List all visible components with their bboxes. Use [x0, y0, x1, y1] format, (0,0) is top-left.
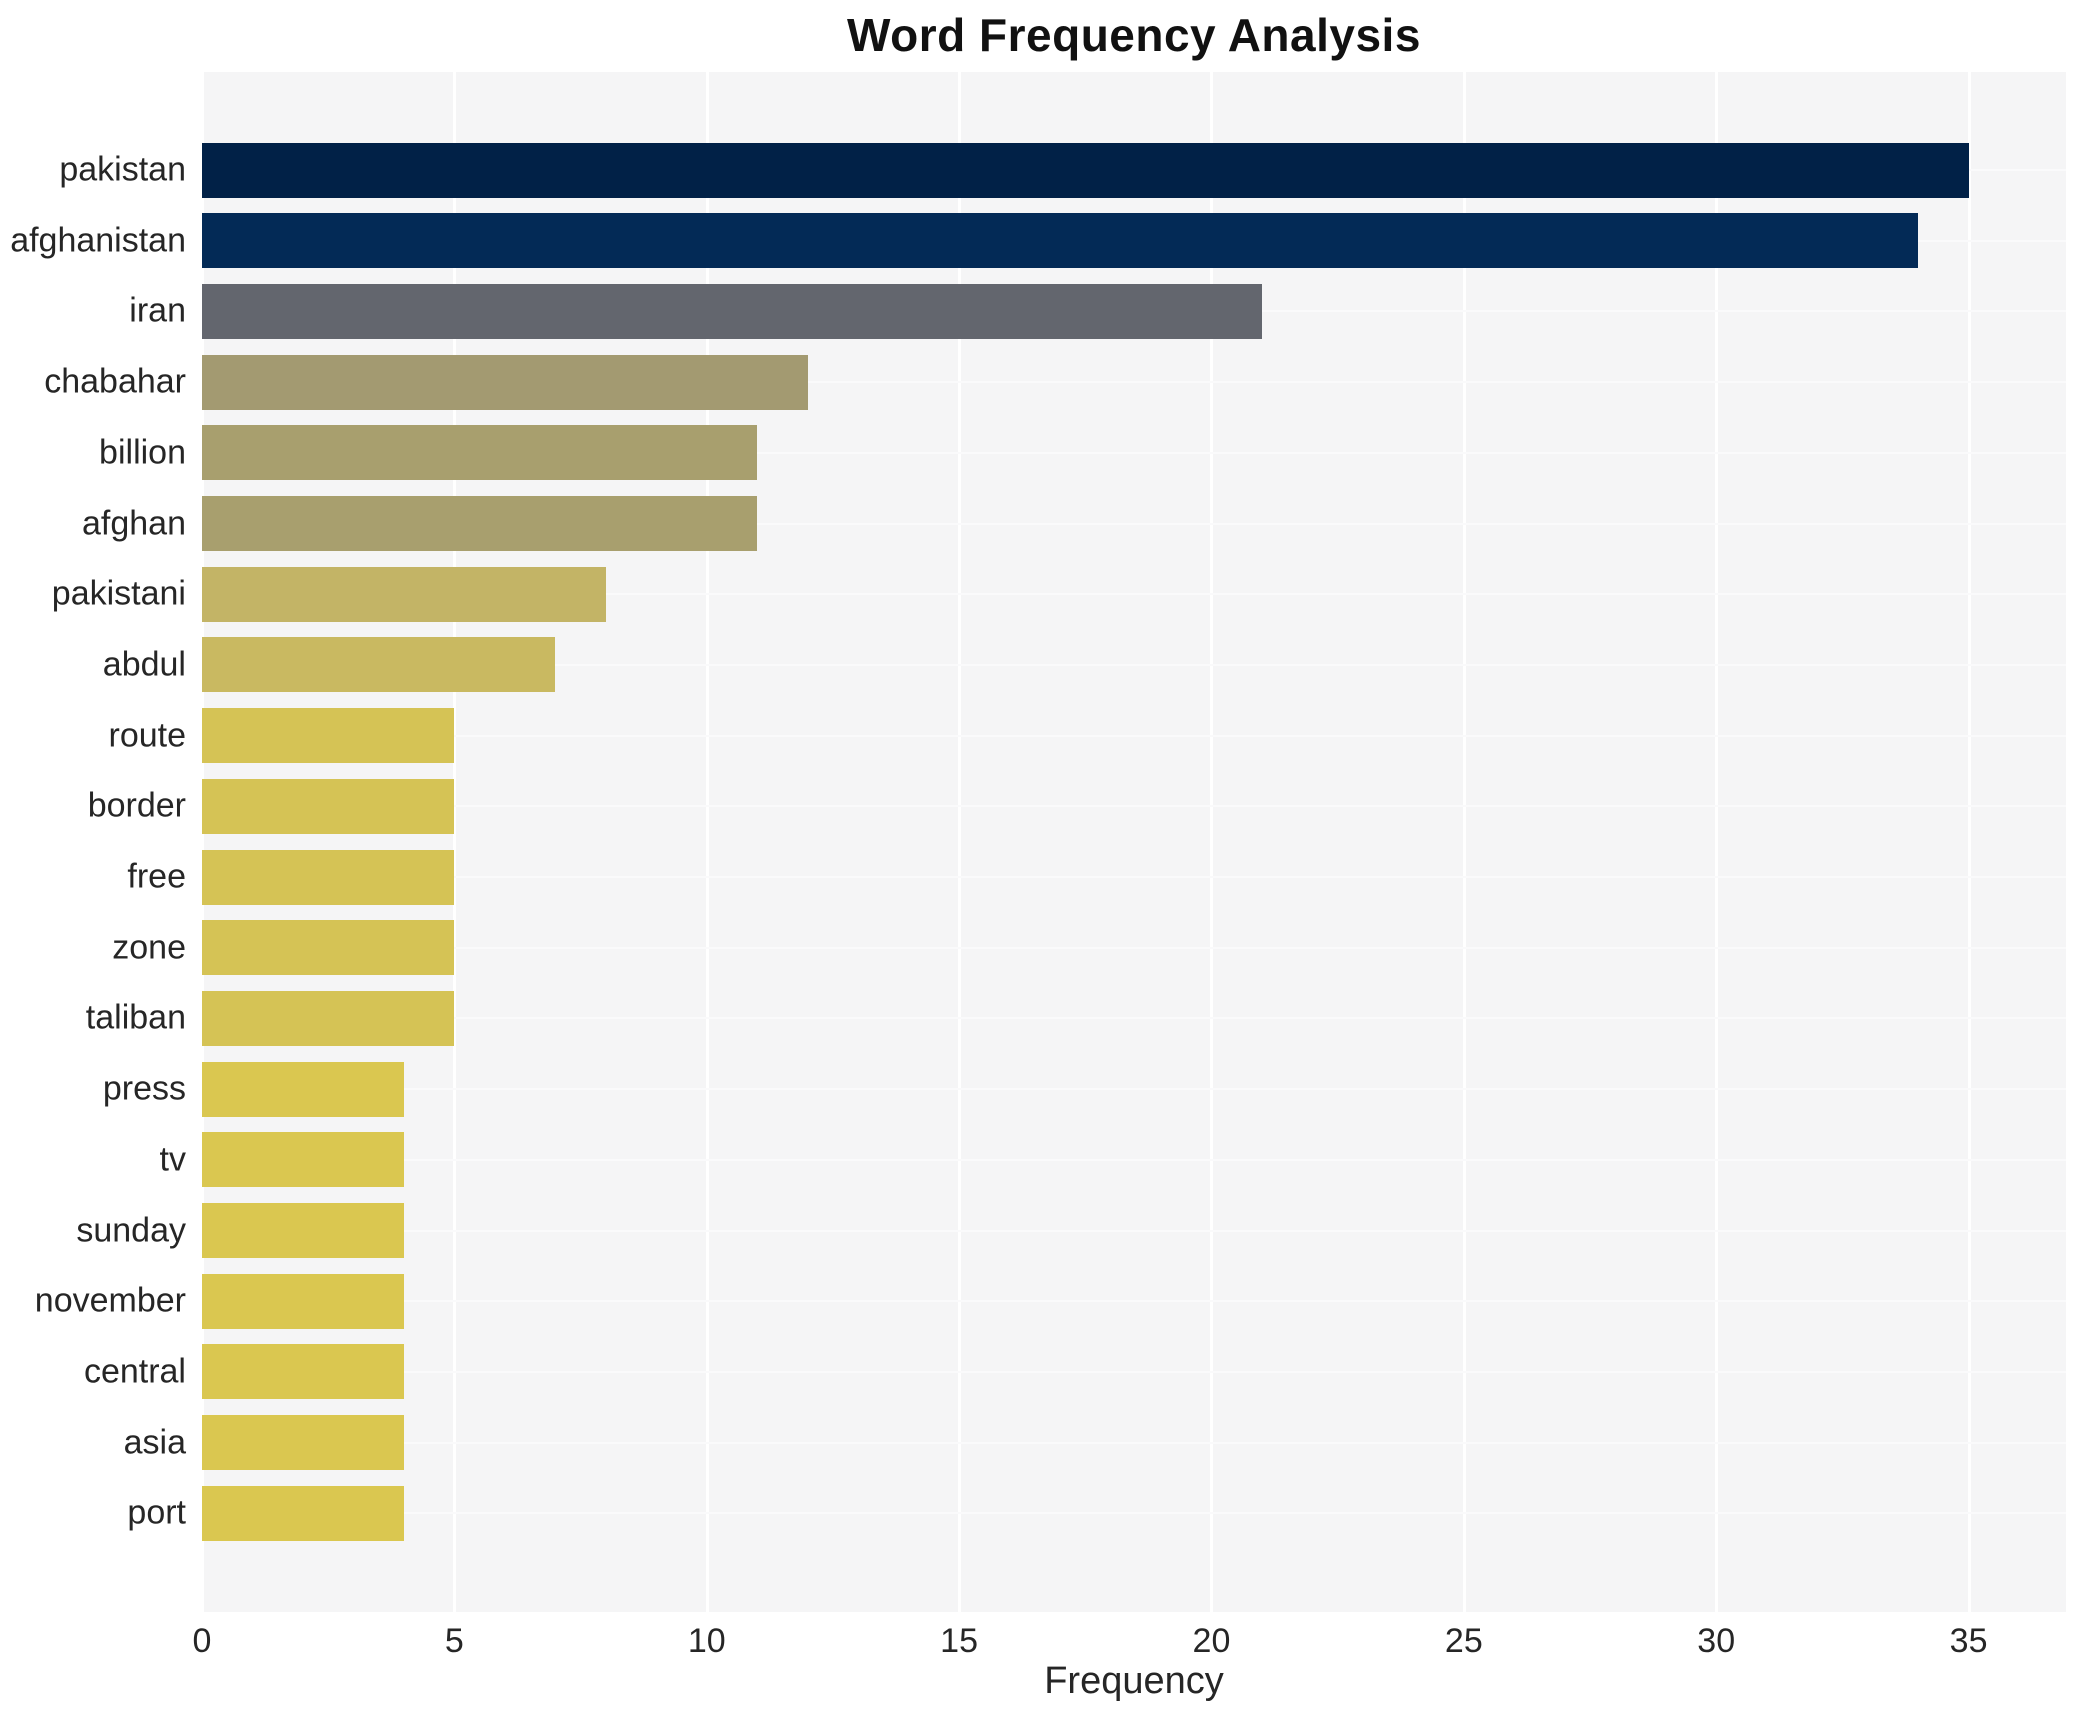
y-tick-label-tv: tv [159, 1140, 186, 1179]
x-axis-label: Frequency [1044, 1660, 1224, 1702]
gridline-horizontal [202, 1300, 2066, 1303]
bar-november [202, 1273, 404, 1329]
y-tick-label-pakistani: pakistani [51, 574, 186, 613]
x-tick-label-10: 10 [687, 1622, 726, 1660]
gridline-horizontal [202, 663, 2066, 666]
x-tick-label-30: 30 [1697, 1622, 1736, 1660]
bar-route [202, 708, 455, 764]
y-tick-label-central: central [83, 1352, 186, 1391]
gridline-vertical [1210, 72, 1214, 1612]
bar-iran [202, 283, 1262, 339]
bar-press [202, 1061, 404, 1117]
gridline-horizontal [202, 1370, 2066, 1373]
gridline-horizontal [202, 734, 2066, 737]
x-tick-label-15: 15 [940, 1622, 979, 1660]
y-tick-label-sunday: sunday [76, 1211, 186, 1249]
y-tick-label-free: free [127, 857, 186, 896]
bar-asia [202, 1415, 404, 1471]
x-tick-label-0: 0 [192, 1622, 212, 1660]
y-tick-label-port: port [127, 1493, 186, 1532]
y-tick-label-afghan: afghan [82, 504, 186, 542]
gridline-horizontal [202, 1229, 2066, 1232]
y-tick-label-chabahar: chabahar [44, 362, 186, 401]
bar-sunday [202, 1203, 404, 1258]
x-tick-label-5: 5 [444, 1622, 464, 1660]
gridline-horizontal [202, 593, 2066, 596]
gridline-vertical [201, 72, 204, 1612]
bar-taliban [202, 990, 455, 1046]
gridline-horizontal [202, 946, 2066, 949]
x-tick-label-25: 25 [1444, 1622, 1483, 1660]
gridline-horizontal [202, 1441, 2066, 1444]
y-tick-label-afghanistan: afghanistan [10, 221, 186, 260]
y-tick-label-iran: iran [129, 291, 186, 330]
gridline-horizontal [202, 805, 2066, 808]
gridline-vertical [1462, 72, 1466, 1612]
gridline-horizontal [202, 1512, 2066, 1515]
y-tick-label-pakistan: pakistan [59, 150, 186, 189]
gridline-vertical [1715, 72, 1719, 1612]
x-tick-label-35: 35 [1949, 1622, 1988, 1660]
gridline-horizontal [202, 451, 2066, 454]
gridline-horizontal [202, 1158, 2066, 1161]
bar-abdul [202, 637, 556, 693]
bar-port [202, 1485, 404, 1541]
plot-area [201, 72, 2066, 1612]
bar-border [202, 778, 455, 834]
bar-pakistan [202, 142, 1969, 198]
y-tick-label-border: border [87, 786, 186, 825]
y-tick-label-route: route [108, 716, 187, 755]
bar-free [202, 849, 455, 905]
gridline-vertical [958, 72, 962, 1612]
y-tick-label-zone: zone [112, 928, 186, 967]
y-tick-label-billion: billion [99, 433, 186, 472]
y-tick-label-press: press [102, 1069, 186, 1108]
gridline-horizontal [202, 1017, 2066, 1020]
bar-tv [202, 1132, 404, 1188]
gridline-horizontal [202, 381, 2066, 384]
y-tick-label-november: november [34, 1281, 186, 1320]
bar-pakistani [202, 566, 606, 622]
bar-zone [202, 920, 455, 976]
bar-chabahar [202, 354, 808, 410]
gridline-vertical [1967, 72, 1971, 1612]
x-tick-label-20: 20 [1192, 1622, 1231, 1660]
bar-billion [202, 425, 758, 481]
bar-afghan [202, 496, 758, 551]
y-tick-label-taliban: taliban [85, 998, 186, 1037]
bar-afghanistan [202, 213, 1919, 269]
y-tick-label-abdul: abdul [102, 645, 186, 684]
gridline-horizontal [202, 522, 2066, 525]
y-tick-label-asia: asia [123, 1423, 186, 1462]
bar-central [202, 1344, 404, 1400]
gridline-horizontal [202, 1088, 2066, 1091]
chart-title: Word Frequency Analysis [847, 9, 1421, 61]
gridline-vertical [705, 72, 709, 1612]
gridline-vertical [453, 72, 457, 1612]
gridline-horizontal [202, 876, 2066, 878]
